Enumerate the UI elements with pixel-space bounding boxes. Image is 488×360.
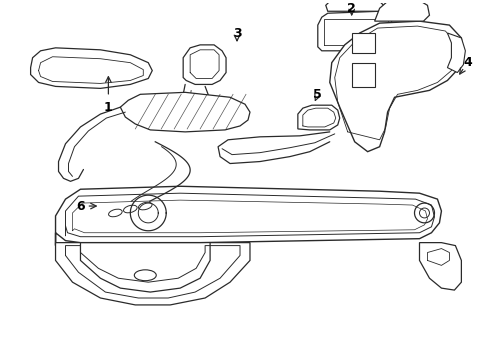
- Text: 5: 5: [313, 88, 322, 101]
- Polygon shape: [374, 0, 428, 21]
- Polygon shape: [31, 48, 152, 88]
- Polygon shape: [329, 21, 463, 152]
- Text: 6: 6: [76, 199, 84, 212]
- Polygon shape: [325, 1, 383, 11]
- Polygon shape: [419, 243, 461, 290]
- Polygon shape: [351, 33, 374, 53]
- Ellipse shape: [108, 209, 122, 217]
- Polygon shape: [297, 105, 339, 130]
- Text: 3: 3: [232, 27, 241, 40]
- Polygon shape: [120, 92, 249, 132]
- Polygon shape: [447, 33, 465, 73]
- Polygon shape: [183, 45, 225, 85]
- Ellipse shape: [138, 202, 152, 210]
- Polygon shape: [56, 186, 441, 246]
- Ellipse shape: [123, 205, 137, 213]
- Ellipse shape: [134, 270, 156, 281]
- Text: 2: 2: [346, 2, 355, 15]
- Text: 1: 1: [104, 101, 113, 114]
- Polygon shape: [56, 243, 249, 305]
- Polygon shape: [317, 11, 391, 51]
- Polygon shape: [351, 63, 374, 87]
- Text: 4: 4: [462, 56, 471, 69]
